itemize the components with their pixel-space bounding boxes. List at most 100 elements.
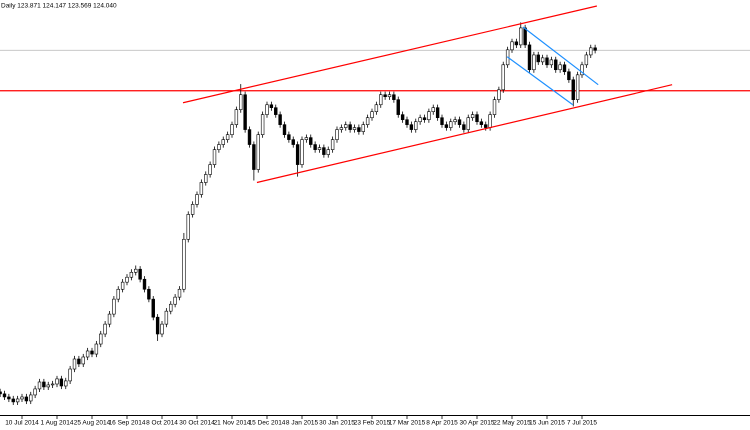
- candle-body: [440, 117, 444, 125]
- candle-body: [72, 358, 77, 370]
- candle-body: [357, 127, 361, 132]
- candle-body: [554, 59, 558, 71]
- candle-body: [103, 323, 107, 335]
- candle-body: [405, 119, 409, 125]
- chart-header: Daily 123.871 124.147 123.569 124.040: [1, 3, 117, 10]
- candle-body: [453, 119, 457, 123]
- candle-body: [134, 268, 138, 273]
- candle-body: [177, 288, 182, 298]
- candle-body: [396, 99, 400, 115]
- candle-body: [243, 94, 247, 130]
- candle-body: [252, 144, 256, 170]
- candle-body: [365, 117, 370, 125]
- candle-body: [120, 281, 125, 290]
- candle-body: [50, 383, 55, 386]
- candle-body: [204, 174, 208, 183]
- x-tick-label: 10 Jul 2014: [5, 420, 39, 427]
- candle-body: [462, 124, 466, 130]
- candle-body: [160, 323, 164, 335]
- x-tick-label: 25 Aug 2014: [74, 420, 111, 427]
- candle-body: [523, 27, 527, 46]
- candle-body: [81, 356, 85, 365]
- candle-body: [300, 139, 304, 165]
- candle-body: [190, 204, 195, 215]
- candle-body: [383, 94, 387, 98]
- candle-body: [575, 74, 580, 100]
- candle-body: [256, 134, 260, 170]
- candle-body: [164, 310, 169, 325]
- candle-body: [361, 124, 365, 132]
- candle-body: [457, 119, 462, 125]
- candle-body: [352, 127, 357, 130]
- candle-body: [348, 124, 352, 130]
- candle-body: [0, 391, 2, 395]
- candle-body: [42, 381, 46, 388]
- candle-body: [558, 64, 562, 71]
- candle-body: [274, 107, 278, 115]
- candle-body: [142, 278, 147, 290]
- candle-body: [422, 117, 427, 121]
- candle-body: [195, 194, 199, 205]
- candle-body: [418, 117, 422, 123]
- candle-body: [287, 134, 291, 140]
- candle-body: [107, 313, 112, 325]
- x-tick-label: 15 Dec 2014: [249, 420, 286, 427]
- candle-body: [129, 271, 134, 278]
- candle-body: [138, 268, 142, 280]
- candle-body: [269, 104, 274, 108]
- candle-body: [260, 114, 265, 135]
- candle-body: [317, 147, 322, 150]
- candle-body: [24, 396, 29, 402]
- candle-body: [379, 94, 383, 106]
- candle-body: [155, 316, 160, 335]
- candle-body: [344, 124, 348, 128]
- candle-body: [444, 124, 449, 128]
- candle-body: [427, 111, 431, 121]
- candle-body: [265, 104, 269, 115]
- candle-body: [449, 121, 453, 128]
- candle-body: [64, 380, 68, 387]
- trendline: [522, 26, 599, 86]
- x-tick-label: 15 Jun 2015: [529, 420, 565, 427]
- candle-body: [571, 79, 575, 100]
- candle-body: [46, 384, 50, 388]
- candle-body: [59, 378, 64, 387]
- candle-body: [77, 358, 81, 365]
- candle-body: [116, 288, 120, 300]
- candle-body: [11, 398, 15, 403]
- candle-body: [55, 378, 59, 385]
- candle-body: [212, 149, 217, 165]
- x-tick-label: 17 Mar 2015: [389, 420, 426, 427]
- candle-body: [225, 134, 230, 140]
- candle-body: [247, 129, 252, 145]
- x-tick-label: 22 May 2015: [493, 420, 531, 427]
- candle-body: [322, 147, 326, 155]
- candle-body: [20, 396, 24, 400]
- candle-body: [435, 107, 440, 119]
- candle-body: [470, 114, 475, 119]
- candle-body: [374, 104, 379, 112]
- candle-body: [510, 41, 514, 51]
- candle-body: [484, 124, 488, 128]
- candle-body: [7, 396, 11, 400]
- candle-body: [475, 114, 479, 123]
- candle-body: [147, 288, 151, 300]
- x-tick-label: 23 Feb 2015: [354, 420, 391, 427]
- candle-body: [208, 164, 212, 175]
- x-tick-label: 21 Nov 2014: [214, 420, 251, 427]
- candle-body: [2, 393, 7, 398]
- x-tick-label: 16 Sep 2014: [109, 420, 146, 427]
- candle-body: [370, 111, 374, 119]
- candle-body: [400, 114, 405, 121]
- candle-body: [497, 89, 501, 100]
- candle-body: [68, 368, 72, 382]
- candle-body: [409, 124, 414, 130]
- candle-body: [519, 27, 523, 46]
- candle-body: [125, 276, 129, 283]
- candle-body: [549, 59, 554, 66]
- x-tick-label: 30 Apr 2015: [459, 420, 494, 427]
- x-tick-label: 1 Aug 2014: [41, 420, 74, 427]
- candle-body: [431, 107, 435, 112]
- candle-body: [466, 117, 470, 130]
